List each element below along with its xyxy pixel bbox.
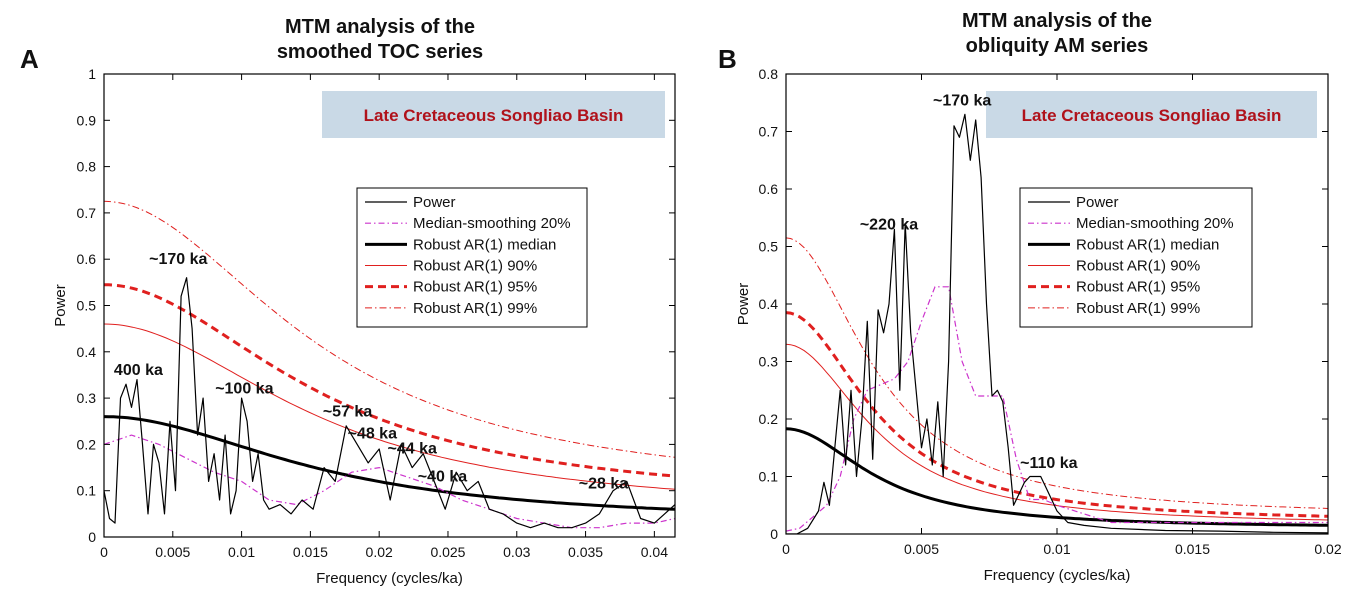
x-tick-label: 0.01 [228, 544, 255, 560]
legend: Power Median-smoothing 20% Robust AR(1) me… [356, 187, 588, 328]
peak-annotation: ~57 ka [323, 404, 372, 421]
legend-label: Power [413, 194, 456, 211]
legend-label: Robust AR(1) 95% [1076, 279, 1200, 296]
legend-label: Robust AR(1) 95% [413, 279, 537, 296]
series-group [104, 200, 675, 529]
x-tick-label: 0.015 [293, 544, 328, 560]
x-tick-label: 0.02 [1314, 541, 1341, 557]
x-tick-label: 0.02 [366, 544, 393, 560]
peak-annotation: ~170 ka [149, 251, 207, 268]
peak-annotation: ~28 ka [579, 475, 628, 492]
legend-label: Median-smoothing 20% [1076, 215, 1234, 232]
y-tick-label: 1 [88, 66, 96, 82]
ar1-median-line [104, 415, 675, 511]
x-tick-label: 0 [100, 544, 108, 560]
y-tick-label: 0.2 [759, 411, 779, 427]
y-tick-label: 0.8 [759, 66, 779, 82]
ar1-95-line [104, 283, 675, 478]
legend-label: Power [1076, 194, 1119, 211]
x-tick-label: 0.035 [568, 544, 603, 560]
x-tick-label: 0 [782, 541, 790, 557]
power-line [786, 113, 1328, 534]
x-tick-label: 0.03 [503, 544, 530, 560]
median-smoothing-line [786, 286, 1328, 532]
legend-label: Median-smoothing 20% [413, 215, 571, 232]
y-tick-label: 0.2 [77, 436, 97, 452]
peak-annotation: 400 ka [114, 362, 163, 379]
peak-annotation: ~110 ka [1020, 455, 1078, 472]
peak-annotation: ~40 ka [418, 468, 467, 485]
y-tick-label: 0.5 [77, 298, 97, 314]
y-tick-label: 0.3 [759, 354, 779, 370]
x-tick-label: 0.04 [641, 544, 668, 560]
x-tick-label: 0.005 [155, 544, 190, 560]
chart-title-b-line-1: MTM analysis of the [962, 10, 1152, 32]
y-tick-label: 0 [88, 529, 96, 545]
y-tick-label: 0.6 [77, 251, 97, 267]
y-tick-label: 0.6 [759, 181, 779, 197]
x-tick-label: 0.025 [430, 544, 465, 560]
region-badge: Late Cretaceous Songliao Basin [986, 91, 1317, 138]
ar1-median-line [786, 427, 1328, 527]
peak-annotation: ~100 ka [215, 380, 273, 397]
legend-label: Robust AR(1) median [413, 236, 556, 253]
chart-panel-b: B MTM analysis of the obliquity AM serie… [718, 10, 1342, 584]
legend-label: Robust AR(1) 90% [1076, 258, 1200, 275]
ar1-90-line [104, 323, 675, 490]
y-tick-label: 0.1 [759, 469, 779, 485]
ar1-95-line [786, 311, 1328, 518]
legend: Power Median-smoothing 20% Robust AR(1) me… [1019, 187, 1253, 328]
y-tick-label: 0.9 [77, 112, 97, 128]
series-group [786, 113, 1328, 534]
chart-title-a-line-2: smoothed TOC series [277, 41, 483, 63]
y-tick-label: 0 [770, 526, 778, 542]
region-badge: Late Cretaceous Songliao Basin [322, 91, 665, 138]
ar1-90-line [786, 343, 1328, 521]
panel-letter-a: A [20, 44, 39, 74]
peak-annotation: ~170 ka [933, 93, 991, 110]
x-axis-label: Frequency (cycles/ka) [984, 567, 1131, 584]
y-axis-label: Power [735, 283, 752, 326]
x-axis-label: Frequency (cycles/ka) [316, 570, 463, 587]
median-smoothing-line [104, 434, 675, 529]
legend-label: Robust AR(1) 99% [413, 300, 537, 317]
legend-label: Robust AR(1) median [1076, 236, 1219, 253]
y-tick-label: 0.4 [759, 296, 779, 312]
y-tick-label: 0.8 [77, 159, 97, 175]
y-tick-label: 0.3 [77, 390, 97, 406]
y-tick-label: 0.1 [77, 483, 97, 499]
peak-annotation: ~44 ka [388, 441, 437, 458]
y-tick-label: 0.7 [759, 124, 779, 140]
legend-label: Robust AR(1) 99% [1076, 300, 1200, 317]
peak-annotation: ~48 ka [348, 425, 397, 442]
y-axis-label: Power [52, 284, 69, 327]
x-tick-label: 0.005 [904, 541, 939, 557]
peak-annotation: ~220 ka [860, 216, 918, 233]
ar1-99-line [104, 200, 675, 458]
x-tick-label: 0.01 [1043, 541, 1070, 557]
chart-title-b-line-2: obliquity AM series [966, 35, 1149, 57]
power-line [104, 277, 675, 529]
legend-label: Robust AR(1) 90% [413, 258, 537, 275]
region-badge-label: Late Cretaceous Songliao Basin [364, 106, 624, 125]
panel-letter-b: B [718, 44, 737, 74]
y-tick-label: 0.4 [77, 344, 97, 360]
y-tick-label: 0.5 [759, 239, 779, 255]
chart-panel-a: A MTM analysis of the smoothed TOC serie… [20, 16, 676, 587]
x-tick-label: 0.015 [1175, 541, 1210, 557]
region-badge-label: Late Cretaceous Songliao Basin [1022, 106, 1282, 125]
chart-title-a-line-1: MTM analysis of the [285, 16, 475, 38]
y-tick-label: 0.7 [77, 205, 97, 221]
